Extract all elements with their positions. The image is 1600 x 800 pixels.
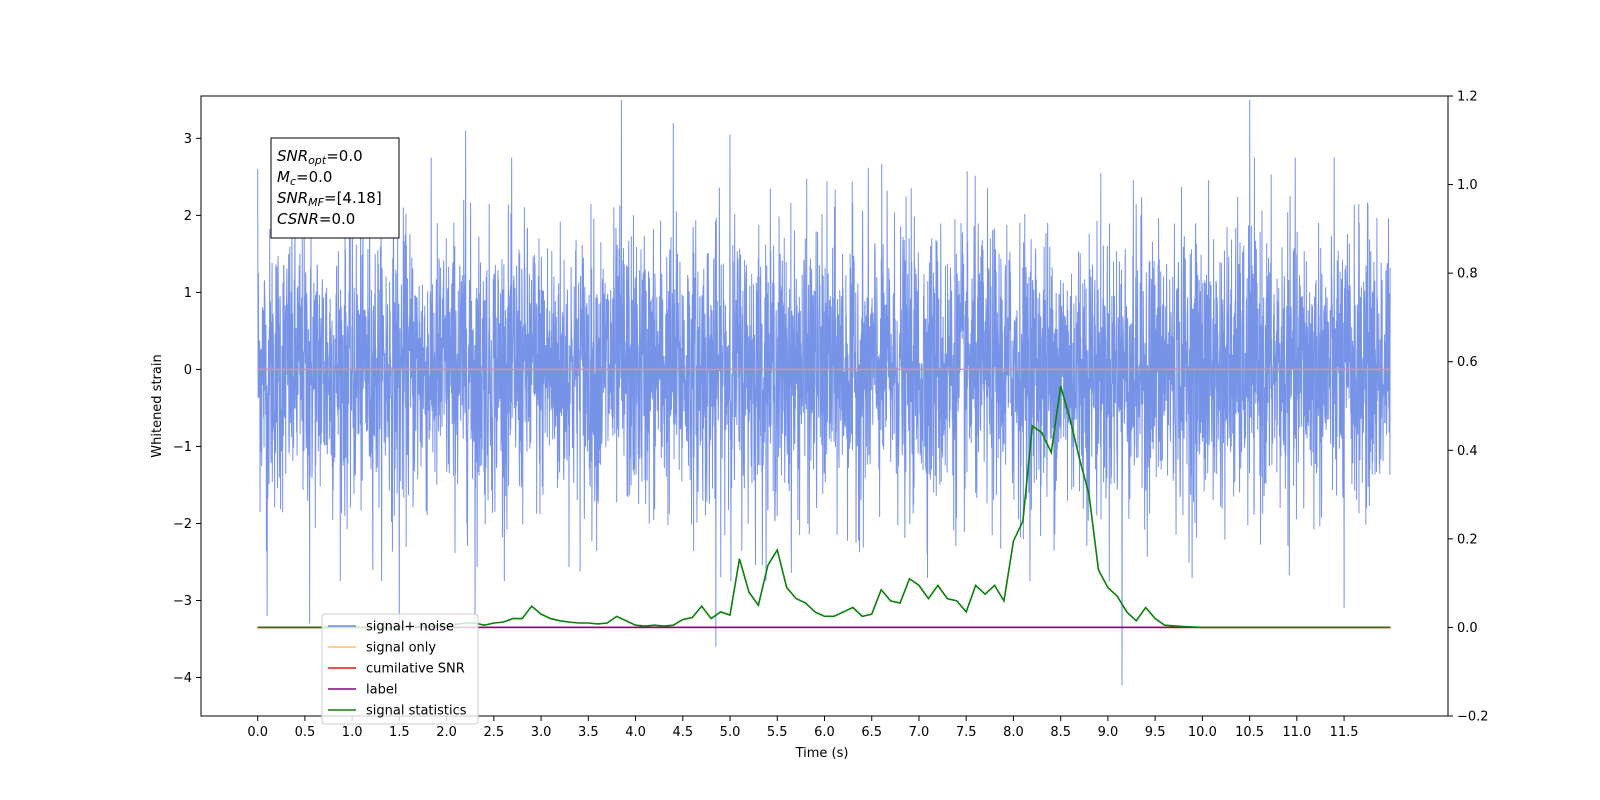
x-tick-label: 1.0 <box>342 725 363 740</box>
y2-tick-label: 0.6 <box>1457 355 1478 370</box>
y-tick-label: −3 <box>173 594 192 609</box>
x-tick-label: 5.0 <box>720 725 741 740</box>
y2-tick-label: 1.0 <box>1457 178 1478 193</box>
x-tick-label: 8.5 <box>1050 725 1071 740</box>
x-tick-label: 6.0 <box>814 725 835 740</box>
series-signal-statistics <box>257 385 1391 629</box>
legend-label: label <box>366 683 397 698</box>
x-tick-label: 2.5 <box>484 725 505 740</box>
axis-ticks: 0.0 0.5 1.0 1.5 2.0 2.5 3.0 3.5 4.0 4.5 5.0 5.5 6.0 6… <box>173 90 1489 741</box>
legend-label: signal+ noise <box>366 620 454 635</box>
stats-line: SNRMF=[4.18] <box>277 189 382 209</box>
x-tick-label: 4.0 <box>625 725 646 740</box>
x-tick-label: 4.5 <box>672 725 693 740</box>
x-tick-label: 6.5 <box>861 725 882 740</box>
y2-tick-label: 1.2 <box>1457 90 1478 105</box>
y-tick-label: 3 <box>184 132 192 147</box>
x-tick-label: 0.5 <box>295 725 316 740</box>
y-tick-label: −2 <box>173 517 192 532</box>
y2-tick-label: −0.2 <box>1457 710 1489 725</box>
x-tick-label: 9.5 <box>1145 725 1166 740</box>
x-tick-label: 7.5 <box>956 725 977 740</box>
x-tick-label: 1.5 <box>389 725 410 740</box>
x-tick-label: 10.5 <box>1235 725 1264 740</box>
x-tick-label: 3.0 <box>531 725 552 740</box>
x-tick-label: 5.5 <box>767 725 788 740</box>
x-tick-label: 10.0 <box>1188 725 1217 740</box>
x-tick-label: 2.0 <box>436 725 457 740</box>
y-axis-label: Whitened strain <box>150 354 165 457</box>
series-signal-noise <box>257 99 1391 686</box>
x-tick-label: 8.0 <box>1003 725 1024 740</box>
y-tick-label: −4 <box>173 671 192 686</box>
y-tick-label: 0 <box>184 363 192 378</box>
x-tick-label: 11.0 <box>1282 725 1311 740</box>
x-axis-label: Time (s) <box>795 746 849 761</box>
legend-label: signal only <box>366 641 436 656</box>
stats-line: Mc=0.0 <box>277 168 332 188</box>
y2-tick-label: 0.0 <box>1457 621 1478 636</box>
y-tick-label: 2 <box>184 209 192 224</box>
stats-line: CSNR=0.0 <box>277 210 355 228</box>
stats-line: SNRopt=0.0 <box>277 147 363 167</box>
legend-label: signal statistics <box>366 704 467 719</box>
x-tick-label: 9.0 <box>1098 725 1119 740</box>
stats-box-frame <box>270 137 400 239</box>
legend-frame <box>321 613 479 725</box>
legend: signal+ noise signal only cumilative SNR la… <box>321 613 479 725</box>
x-tick-label: 11.5 <box>1330 725 1359 740</box>
y2-tick-label: 0.2 <box>1457 532 1478 547</box>
x-tick-label: 7.0 <box>909 725 930 740</box>
legend-label: cumilative SNR <box>366 662 465 677</box>
x-tick-label: 3.5 <box>578 725 599 740</box>
x-tick-label: 0.0 <box>247 725 268 740</box>
y-tick-label: −1 <box>173 440 192 455</box>
y-tick-label: 1 <box>184 286 192 301</box>
y2-tick-label: 0.8 <box>1457 267 1478 282</box>
y2-tick-label: 0.4 <box>1457 444 1478 459</box>
